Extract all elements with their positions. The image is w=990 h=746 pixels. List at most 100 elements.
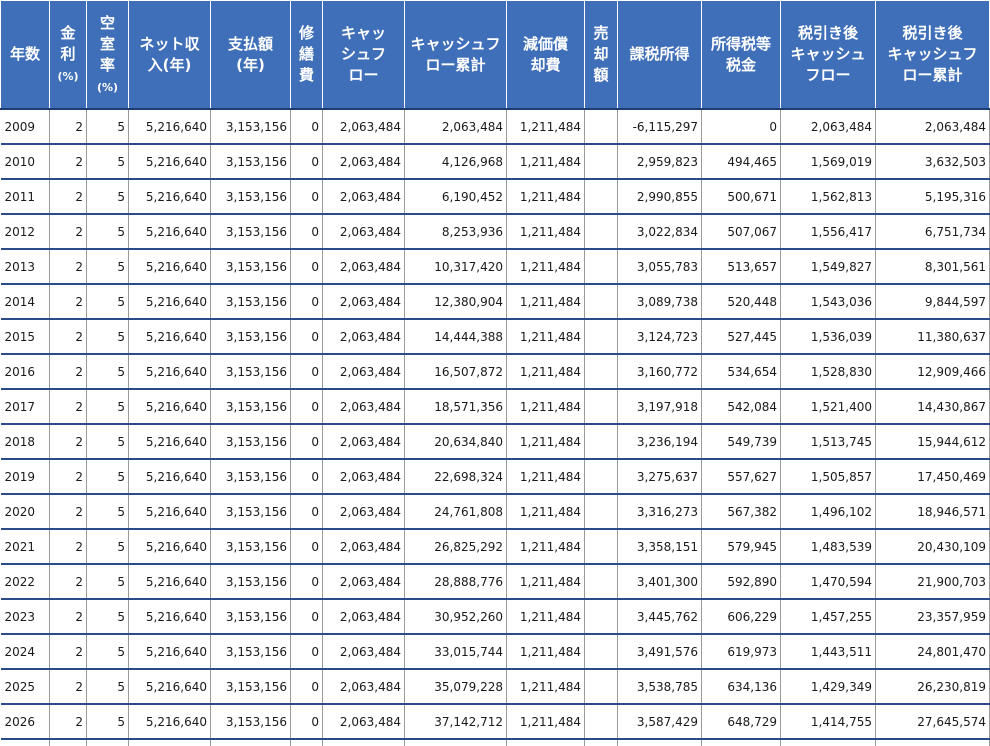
cell-vacancy[interactable]: 5 xyxy=(86,494,129,530)
cell-cashflow[interactable]: 2,063,484 xyxy=(322,494,405,530)
cell-after-tax-cumulative[interactable]: 26,230,819 xyxy=(875,669,990,705)
cell-sale-amount[interactable] xyxy=(584,214,618,250)
cell-income-tax[interactable]: 500,671 xyxy=(701,179,781,215)
cell-repair[interactable]: 0 xyxy=(290,459,323,495)
cell-year[interactable]: 2015 xyxy=(0,319,50,355)
cell-cashflow-cumulative[interactable]: 26,825,292 xyxy=(404,529,507,565)
cell-vacancy[interactable]: 5 xyxy=(86,634,129,670)
cell-depreciation[interactable]: 1,211,484 xyxy=(506,319,585,355)
cell-taxable-income[interactable]: 3,236,194 xyxy=(617,424,702,460)
cell-income-tax[interactable]: 579,945 xyxy=(701,529,781,565)
cell-taxable-income[interactable]: 3,022,834 xyxy=(617,214,702,250)
cell-sale-amount[interactable] xyxy=(584,494,618,530)
cell-net-income[interactable]: 5,216,640 xyxy=(128,284,211,320)
cell-year[interactable]: 2023 xyxy=(0,599,50,635)
col-header-cashflow-cumulative[interactable]: キャッシュフ ロー累計 xyxy=(404,0,507,110)
cell-taxable-income[interactable]: 3,160,772 xyxy=(617,354,702,390)
cell-taxable-income[interactable]: 2,959,823 xyxy=(617,144,702,180)
cell-repair[interactable]: 0 xyxy=(290,704,323,740)
cell-empty[interactable] xyxy=(86,739,129,746)
cell-depreciation[interactable]: 1,211,484 xyxy=(506,109,585,145)
col-header-year[interactable]: 年数 xyxy=(0,0,50,110)
cell-taxable-income[interactable]: 3,055,783 xyxy=(617,249,702,285)
cell-repair[interactable]: 0 xyxy=(290,389,323,425)
cell-depreciation[interactable]: 1,211,484 xyxy=(506,529,585,565)
cell-cashflow[interactable]: 2,063,484 xyxy=(322,144,405,180)
col-header-payment[interactable]: 支払額 (年) xyxy=(210,0,291,110)
cell-after-tax-cashflow[interactable]: 1,414,755 xyxy=(780,704,876,740)
cell-net-income[interactable]: 5,216,640 xyxy=(128,389,211,425)
cell-interest[interactable]: 2 xyxy=(49,529,87,565)
cell-net-income[interactable]: 5,216,640 xyxy=(128,634,211,670)
cell-after-tax-cashflow[interactable]: 1,569,019 xyxy=(780,144,876,180)
cell-payment[interactable]: 3,153,156 xyxy=(210,354,291,390)
cell-year[interactable]: 2013 xyxy=(0,249,50,285)
cell-payment[interactable]: 3,153,156 xyxy=(210,109,291,145)
cell-after-tax-cashflow[interactable]: 1,536,039 xyxy=(780,319,876,355)
cell-repair[interactable]: 0 xyxy=(290,424,323,460)
cell-interest[interactable]: 2 xyxy=(49,354,87,390)
cell-net-income[interactable]: 5,216,640 xyxy=(128,214,211,250)
cell-vacancy[interactable]: 5 xyxy=(86,109,129,145)
col-header-after-tax-cumulative[interactable]: 税引き後 キャッシュフ ロー累計 xyxy=(875,0,990,110)
cell-sale-amount[interactable] xyxy=(584,144,618,180)
cell-after-tax-cashflow[interactable]: 1,543,036 xyxy=(780,284,876,320)
cell-repair[interactable]: 0 xyxy=(290,144,323,180)
cell-vacancy[interactable]: 5 xyxy=(86,319,129,355)
cell-cashflow[interactable]: 2,063,484 xyxy=(322,109,405,145)
col-header-cashflow[interactable]: キャッ シュフ ロー xyxy=(322,0,405,110)
cell-taxable-income[interactable]: 3,275,637 xyxy=(617,459,702,495)
cell-cashflow[interactable]: 2,063,484 xyxy=(322,389,405,425)
cell-depreciation[interactable]: 1,211,484 xyxy=(506,669,585,705)
cell-empty[interactable] xyxy=(780,739,876,746)
cell-cashflow-cumulative[interactable]: 16,507,872 xyxy=(404,354,507,390)
cell-taxable-income[interactable]: 3,538,785 xyxy=(617,669,702,705)
cell-vacancy[interactable]: 5 xyxy=(86,424,129,460)
cell-depreciation[interactable]: 1,211,484 xyxy=(506,354,585,390)
cell-net-income[interactable]: 5,216,640 xyxy=(128,354,211,390)
cell-after-tax-cashflow[interactable]: 1,562,813 xyxy=(780,179,876,215)
cell-taxable-income[interactable]: -6,115,297 xyxy=(617,109,702,145)
cell-vacancy[interactable]: 5 xyxy=(86,179,129,215)
cell-year[interactable]: 2024 xyxy=(0,634,50,670)
cell-depreciation[interactable]: 1,211,484 xyxy=(506,599,585,635)
cell-year[interactable]: 2018 xyxy=(0,424,50,460)
cell-repair[interactable]: 0 xyxy=(290,214,323,250)
cell-sale-amount[interactable] xyxy=(584,669,618,705)
cell-repair[interactable]: 0 xyxy=(290,179,323,215)
cell-net-income[interactable]: 5,216,640 xyxy=(128,494,211,530)
cell-payment[interactable]: 3,153,156 xyxy=(210,284,291,320)
cell-vacancy[interactable]: 5 xyxy=(86,214,129,250)
col-header-taxable-income[interactable]: 課税所得 xyxy=(617,0,702,110)
col-header-interest[interactable]: 金 利 (%) xyxy=(49,0,87,110)
cell-cashflow-cumulative[interactable]: 18,571,356 xyxy=(404,389,507,425)
cell-after-tax-cashflow[interactable]: 1,443,511 xyxy=(780,634,876,670)
cell-cashflow-cumulative[interactable]: 4,126,968 xyxy=(404,144,507,180)
cell-payment[interactable]: 3,153,156 xyxy=(210,564,291,600)
cell-after-tax-cumulative[interactable]: 17,450,469 xyxy=(875,459,990,495)
cell-vacancy[interactable]: 5 xyxy=(86,144,129,180)
cell-cashflow[interactable]: 2,063,484 xyxy=(322,529,405,565)
cell-net-income[interactable]: 5,216,640 xyxy=(128,564,211,600)
cell-interest[interactable]: 2 xyxy=(49,179,87,215)
cell-sale-amount[interactable] xyxy=(584,354,618,390)
cell-repair[interactable]: 0 xyxy=(290,529,323,565)
cell-after-tax-cashflow[interactable]: 2,063,484 xyxy=(780,109,876,145)
cell-vacancy[interactable]: 5 xyxy=(86,564,129,600)
cell-year[interactable]: 2016 xyxy=(0,354,50,390)
cell-cashflow-cumulative[interactable]: 6,190,452 xyxy=(404,179,507,215)
cell-cashflow[interactable]: 2,063,484 xyxy=(322,704,405,740)
cell-after-tax-cashflow[interactable]: 1,496,102 xyxy=(780,494,876,530)
cell-repair[interactable]: 0 xyxy=(290,494,323,530)
cell-cashflow[interactable]: 2,063,484 xyxy=(322,319,405,355)
cell-empty[interactable] xyxy=(0,739,50,746)
cell-year[interactable]: 2010 xyxy=(0,144,50,180)
cell-income-tax[interactable]: 494,465 xyxy=(701,144,781,180)
cell-sale-amount[interactable] xyxy=(584,424,618,460)
cell-taxable-income[interactable]: 3,197,918 xyxy=(617,389,702,425)
cell-after-tax-cumulative[interactable]: 18,946,571 xyxy=(875,494,990,530)
cell-repair[interactable]: 0 xyxy=(290,319,323,355)
cell-interest[interactable]: 2 xyxy=(49,109,87,145)
cell-income-tax[interactable]: 0 xyxy=(701,109,781,145)
cell-cashflow-cumulative[interactable]: 2,063,484 xyxy=(404,109,507,145)
